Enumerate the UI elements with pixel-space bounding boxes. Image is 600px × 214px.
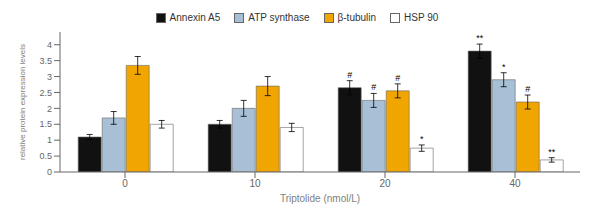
- svg-text:0: 0: [47, 167, 52, 177]
- svg-text:Triptolide (nmol/L): Triptolide (nmol/L): [280, 193, 360, 204]
- svg-text:3.5: 3.5: [39, 56, 52, 66]
- html-text:Annexin A5: Annexin A5: [169, 12, 221, 23]
- svg-text:3: 3: [47, 72, 52, 82]
- html-text:β-tubulin: β-tubulin: [337, 12, 377, 23]
- svg-text:0: 0: [122, 178, 128, 189]
- svg-text:relative protein expression le: relative protein expression levels: [18, 44, 27, 160]
- svg-text:#: #: [371, 82, 376, 92]
- svg-text:*: *: [502, 62, 506, 72]
- svg-text:*: *: [420, 134, 424, 144]
- svg-text:2: 2: [47, 104, 52, 114]
- svg-text:#: #: [525, 84, 530, 94]
- svg-text:4: 4: [47, 40, 52, 50]
- svg-text:10: 10: [249, 178, 261, 189]
- svg-text:2.5: 2.5: [39, 88, 52, 98]
- svg-text:#: #: [395, 73, 400, 83]
- svg-text:20: 20: [379, 178, 391, 189]
- svg-text:1: 1: [47, 135, 52, 145]
- svg-text:40: 40: [509, 178, 521, 189]
- svg-text:**: **: [476, 33, 484, 43]
- html-text:HSP 90: HSP 90: [404, 12, 439, 23]
- svg-text:#: #: [347, 70, 352, 80]
- svg-text:**: **: [548, 147, 556, 157]
- svg-text:1.5: 1.5: [39, 119, 52, 129]
- html-text:ATP synthase: ATP synthase: [248, 12, 310, 23]
- svg-text:0.5: 0.5: [39, 151, 52, 161]
